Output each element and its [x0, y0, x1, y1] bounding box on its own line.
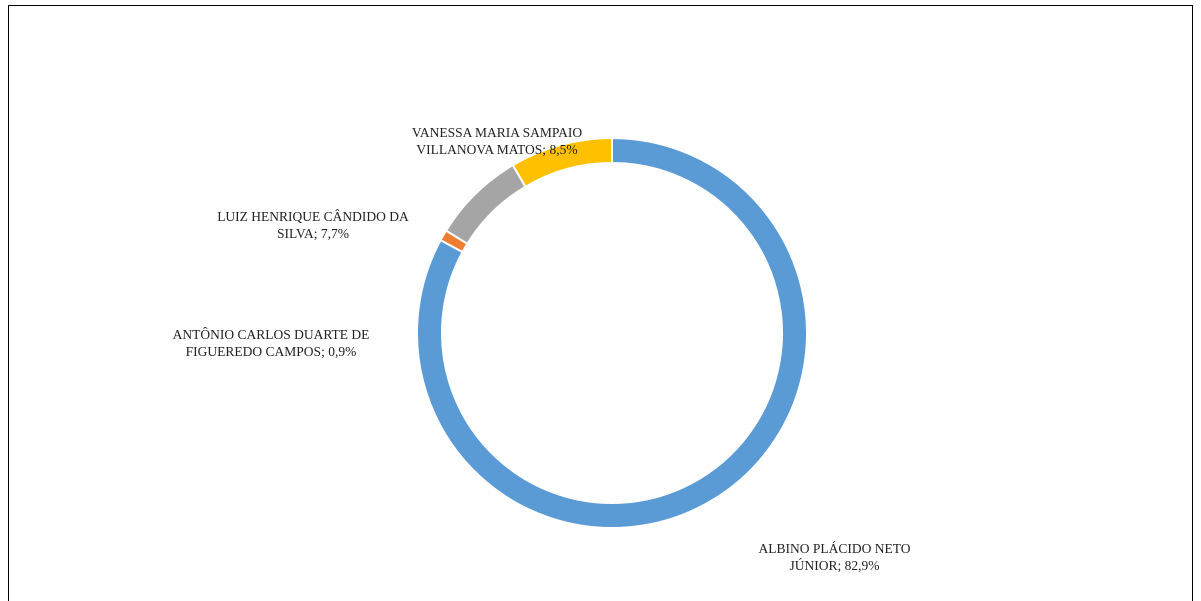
data-label: LUIZ HENRIQUE CÂNDIDO DA SILVA; 7,7% — [217, 209, 409, 241]
donut-segment — [511, 136, 613, 189]
data-label: ALBINO PLÁCIDO NETO JÚNIOR; 82,9% — [758, 541, 911, 573]
data-label: VANESSA MARIA SAMPAIO VILLANOVA MATOS; 8… — [411, 125, 583, 157]
donut-segment — [416, 136, 808, 529]
data-label: ANTÔNIO CARLOS DUARTE DE FIGUEREDO CAMPO… — [172, 327, 370, 359]
